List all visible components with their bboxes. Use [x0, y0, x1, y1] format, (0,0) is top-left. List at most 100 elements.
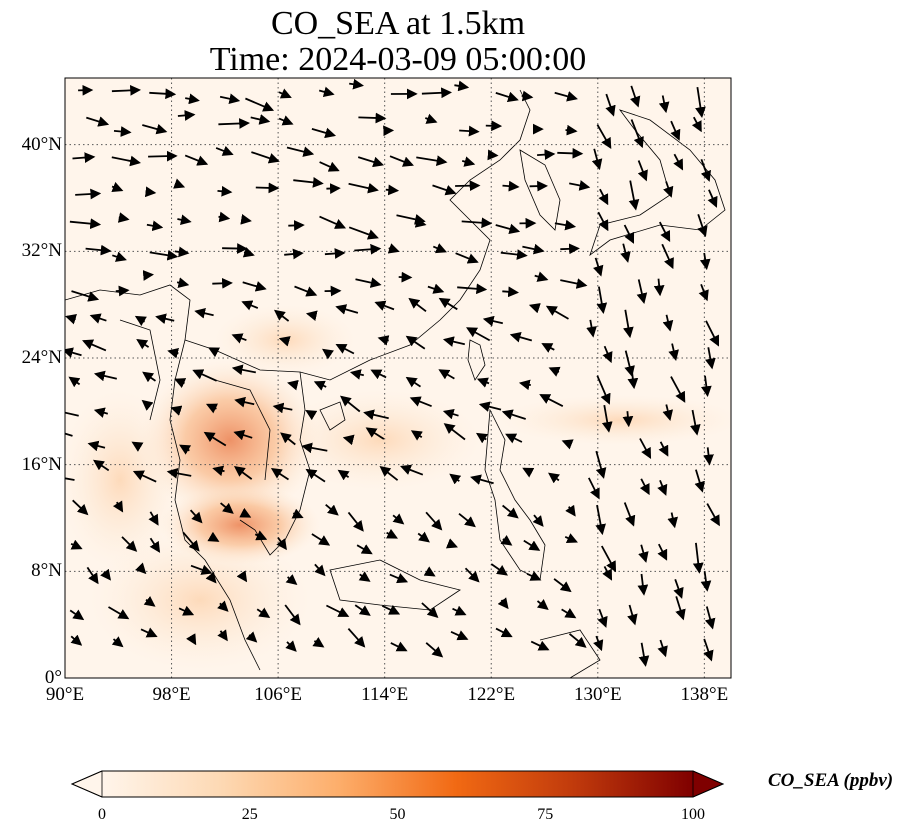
- wind-arrow: [438, 297, 458, 311]
- wind-arrow: [254, 530, 268, 541]
- lon-tick-label: 122°E: [467, 684, 516, 705]
- wind-arrow: [132, 470, 157, 483]
- wind-arrow: [502, 286, 519, 298]
- wind-arrow: [423, 566, 436, 577]
- wind-arrow: [638, 642, 650, 667]
- wind-arrow: [291, 508, 304, 519]
- wind-arrow: [286, 146, 315, 157]
- wind-arrow: [478, 401, 502, 412]
- lat-tick-label: 32°N: [21, 240, 62, 262]
- wind-arrow: [392, 513, 405, 525]
- wind-arrow: [400, 464, 424, 476]
- wind-arrow: [177, 214, 192, 226]
- lat-tick-label: 40°N: [21, 133, 62, 155]
- wind-arrow: [410, 430, 423, 441]
- wind-arrow: [222, 243, 248, 254]
- wind-arrow: [561, 439, 574, 450]
- wind-arrow: [485, 120, 503, 132]
- wind-arrow: [142, 123, 168, 135]
- wind-arrow: [136, 339, 150, 350]
- wind-arrow: [89, 313, 107, 324]
- wind-arrow: [659, 221, 671, 242]
- wind-arrow: [358, 571, 371, 582]
- wind-arrow: [82, 339, 107, 352]
- wind-arrow: [189, 509, 203, 524]
- wind-arrow: [461, 156, 476, 167]
- wind-arrow: [218, 118, 250, 129]
- wind-arrow: [657, 479, 668, 496]
- wind-arrow: [71, 290, 100, 302]
- wind-arrow: [131, 441, 144, 452]
- wind-arrow: [668, 343, 679, 362]
- wind-arrow: [342, 434, 355, 446]
- wind-arrow: [65, 432, 73, 437]
- wind-arrow: [240, 214, 252, 225]
- wind-arrow: [387, 243, 400, 254]
- wind-arrow: [273, 309, 290, 322]
- wind-arrow: [87, 440, 106, 452]
- wind-arrow: [365, 427, 385, 440]
- wind-arrow: [698, 283, 709, 302]
- wind-arrow: [455, 252, 479, 264]
- colorbar-tick-label: 0: [98, 806, 106, 823]
- wind-arrow: [443, 423, 466, 441]
- wind-arrow: [523, 539, 541, 551]
- wind-arrow: [389, 573, 409, 584]
- wind-arrow: [534, 271, 549, 282]
- wind-arrow: [389, 155, 414, 167]
- lon-tick-label: 130°E: [573, 684, 622, 705]
- wind-arrow: [111, 636, 124, 648]
- wind-arrow: [278, 336, 291, 347]
- lon-tick-label: 138°E: [680, 684, 729, 705]
- wind-arrow: [174, 378, 187, 389]
- wind-arrow: [117, 212, 130, 223]
- lat-tick-label: 0°: [44, 667, 62, 688]
- wind-arrow: [442, 336, 466, 347]
- wind-arrow: [705, 347, 716, 370]
- lon-tick-label: 98°E: [152, 684, 191, 705]
- wind-arrow: [301, 442, 328, 454]
- wind-arrow: [601, 404, 613, 433]
- wind-arrow: [322, 348, 334, 360]
- wind-arrow: [591, 148, 603, 171]
- wind-arrow: [553, 578, 572, 593]
- wind-arrow: [505, 433, 523, 444]
- wind-arrow: [565, 124, 578, 136]
- wind-arrow: [622, 411, 634, 428]
- wind-arrow: [245, 631, 258, 643]
- wind-arrow: [630, 85, 641, 108]
- wind-arrow: [560, 243, 580, 255]
- wind-arrow: [186, 633, 197, 646]
- wind-arrow: [568, 633, 587, 648]
- wind-arrow: [425, 511, 443, 531]
- wind-arrow: [231, 364, 256, 376]
- wind-arrow: [548, 366, 561, 377]
- wind-arrow: [287, 379, 299, 391]
- wind-arrow: [707, 189, 718, 208]
- wind-arrow: [425, 642, 444, 658]
- lat-tick-label: 24°N: [21, 347, 62, 368]
- wind-arrow: [231, 333, 247, 344]
- wind-arrow: [166, 468, 192, 479]
- wind-arrow: [241, 300, 259, 311]
- wind-arrow: [692, 542, 704, 574]
- wind-arrow: [305, 468, 326, 483]
- wind-arrow: [416, 155, 448, 167]
- wind-arrow: [182, 531, 200, 552]
- wind-arrow: [663, 181, 674, 198]
- wind-arrow: [487, 149, 499, 161]
- wind-arrow: [358, 112, 387, 124]
- wind-arrow: [662, 404, 674, 422]
- wind-arrow: [251, 151, 280, 164]
- wind-arrow: [452, 605, 467, 616]
- wind-arrow: [142, 270, 154, 281]
- wind-arrow: [256, 607, 271, 619]
- colorbar-tick-label: 75: [537, 806, 554, 823]
- wind-arrow: [355, 277, 382, 288]
- wind-arrow: [673, 579, 684, 599]
- wind-arrow: [536, 599, 549, 611]
- wind-arrow: [212, 277, 233, 289]
- wind-arrow: [217, 600, 229, 612]
- wind-arrow: [457, 283, 488, 295]
- wind-arrow: [518, 379, 531, 391]
